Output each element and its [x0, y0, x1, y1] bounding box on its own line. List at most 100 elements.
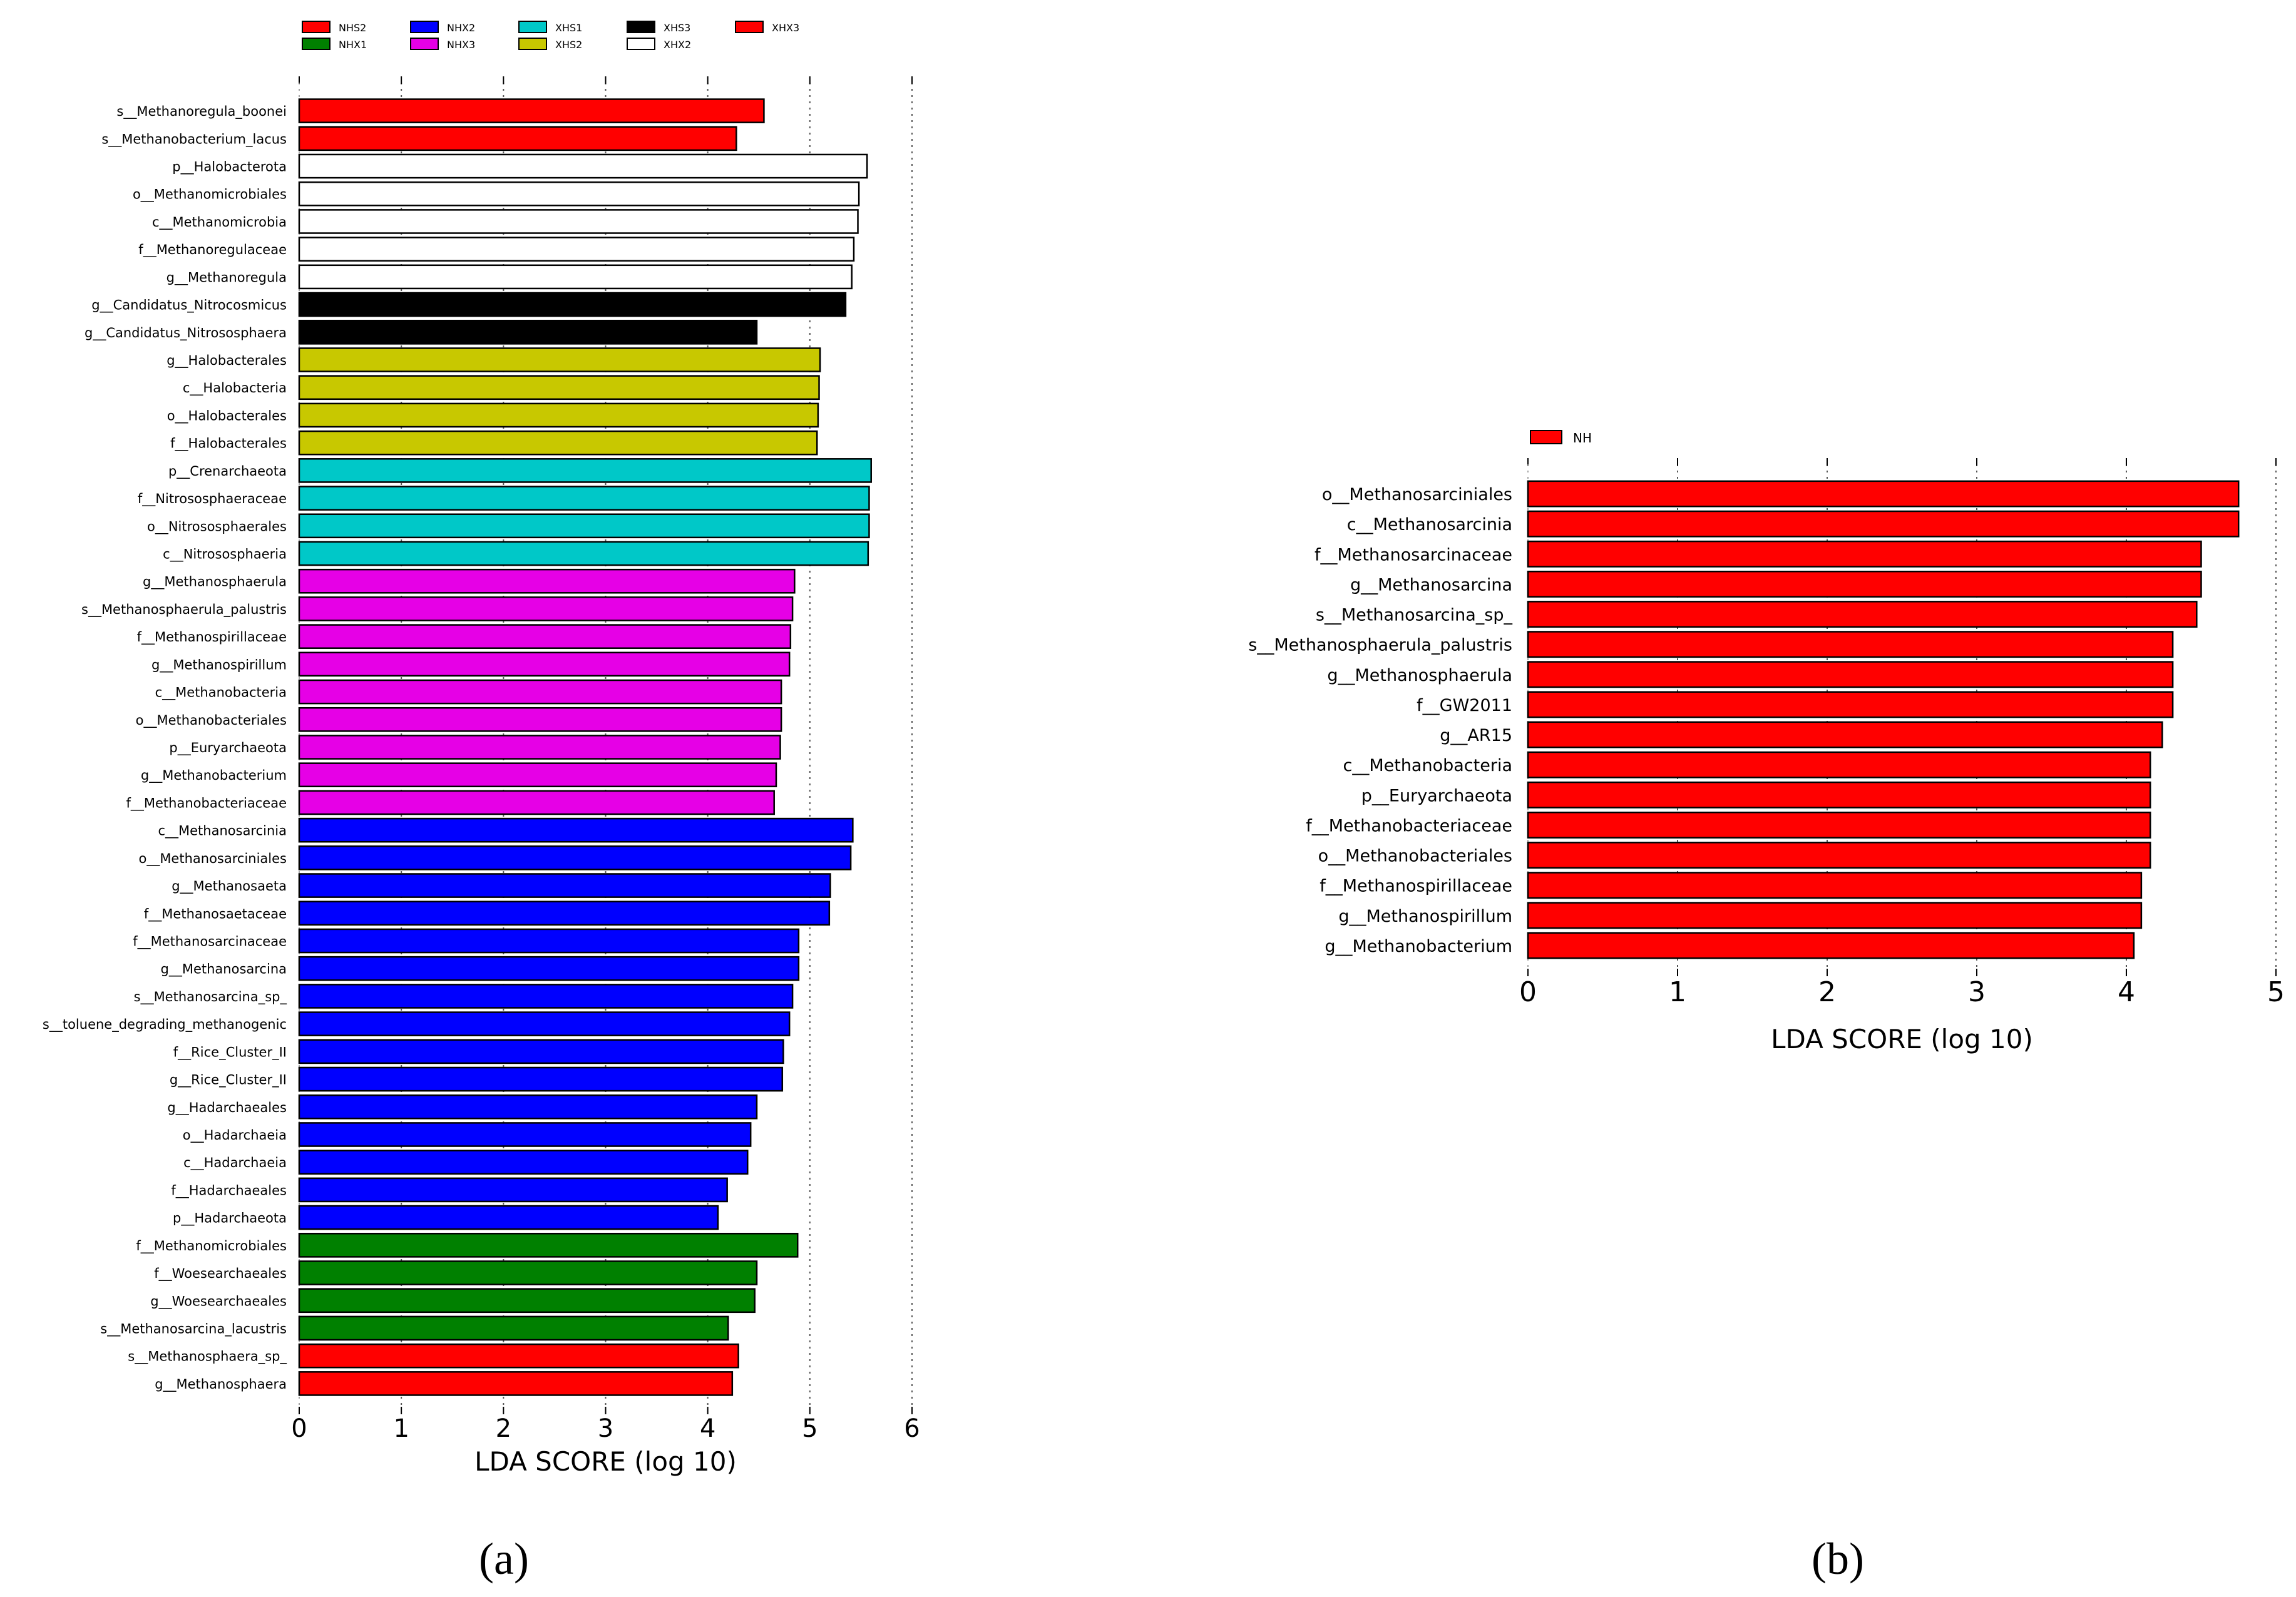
bar-label-a-f-halobacterales: f__Halobacterales	[170, 436, 287, 452]
bar-label-a-o-methanobacteriales: o__Methanobacteriales	[136, 713, 287, 728]
bar-a-o-methanosarciniales	[298, 845, 852, 870]
legend-label-a-xhs3: XHS3	[664, 22, 690, 34]
bar-label-a-s-methanosarcina-sp: s__Methanosarcina_sp_	[134, 989, 287, 1005]
bar-label-a-g-methanobacterium: g__Methanobacterium	[141, 768, 287, 783]
x-tick-label-b-5: 5	[2267, 976, 2285, 1008]
bar-label-a-o-halobacterales: o__Halobacterales	[167, 408, 287, 424]
bar-label-a-s-methanosarcina-lacustris: s__Methanosarcina_lacustris	[100, 1321, 287, 1337]
bar-a-g-methanospirillum	[298, 651, 791, 677]
bar-b-f-methanobacteriaceae	[1527, 811, 2151, 839]
bar-label-a-g-methanosarcina: g__Methanosarcina	[161, 962, 287, 977]
bar-a-g-methanosphaera	[298, 1371, 734, 1396]
x-tick-label-a-5: 5	[802, 1414, 817, 1443]
bar-a-f-methanoregulaceae	[298, 237, 855, 262]
bar-b-g-methanospirillum	[1527, 902, 2143, 929]
bar-label-b-g-ar15: g__AR15	[1440, 726, 1512, 745]
bar-b-g-methanosphaerula	[1527, 661, 2174, 688]
bar-label-a-o-nitrososphaerales: o__Nitrososphaerales	[147, 519, 287, 534]
bar-b-c-methanosarcinia	[1527, 510, 2240, 538]
bar-a-c-hadarchaeia	[298, 1150, 749, 1175]
bar-label-a-f-methanomicrobiales: f__Methanomicrobiales	[136, 1238, 287, 1254]
bar-b-g-methanosarcina	[1527, 570, 2202, 598]
bar-label-a-f-methanoregulaceae: f__Methanoregulaceae	[138, 242, 287, 258]
legend-label-a-nhx2: NHX2	[447, 22, 475, 34]
bar-label-a-c-nitrososphaeria: c__Nitrososphaeria	[163, 547, 287, 563]
bar-label-a-g-methanosphaera: g__Methanosphaera	[155, 1377, 287, 1392]
bar-a-o-nitrososphaerales	[298, 513, 870, 539]
bar-label-a-f-methanosaetaceae: f__Methanosaetaceae	[144, 906, 287, 922]
bar-a-f-woesearchaeales	[298, 1260, 758, 1285]
bar-label-a-g-hadarchaeales: g__Hadarchaeales	[167, 1100, 287, 1116]
bar-label-a-g-methanoregula: g__Methanoregula	[167, 270, 287, 285]
bar-a-g-woesearchaeales	[298, 1288, 756, 1314]
bar-a-c-nitrososphaeria	[298, 541, 869, 566]
bar-a-g-methanosphaerula	[298, 568, 796, 594]
bar-a-g-methanosarcina	[298, 956, 800, 981]
bar-a-s-methanobacterium-lacus	[298, 126, 737, 151]
bar-label-b-s-methanosphaerula-palustris: s__Methanosphaerula_palustris	[1248, 636, 1512, 655]
bar-label-a-c-halobacteria: c__Halobacteria	[183, 380, 287, 396]
bar-a-c-methanomicrobia	[298, 209, 859, 234]
x-tick-label-a-1: 1	[393, 1414, 409, 1443]
bar-label-a-g-candidatus-nitrososphaera: g__Candidatus_Nitrososphaera	[85, 325, 287, 341]
bar-a-g-candidatus-nitrocosmicus	[298, 292, 847, 317]
bar-label-a-p-euryarchaeota: p__Euryarchaeota	[169, 740, 287, 756]
bar-a-f-methanomicrobiales	[298, 1233, 799, 1258]
x-axis-label-a: LDA SCORE (log 10)	[474, 1446, 737, 1477]
bar-label-a-p-hadarchaeota: p__Hadarchaeota	[173, 1211, 287, 1227]
legend-swatch-a-xhs3	[627, 21, 655, 33]
bar-b-s-methanosarcina-sp	[1527, 601, 2198, 628]
bar-b-g-ar15	[1527, 721, 2163, 748]
bar-a-g-halobacterales	[298, 347, 821, 372]
bar-label-a-c-hadarchaeia: c__Hadarchaeia	[183, 1155, 287, 1171]
bar-label-b-p-euryarchaeota: p__Euryarchaeota	[1361, 786, 1512, 805]
legend-label-a-xhs2: XHS2	[555, 39, 582, 51]
x-axis-label-b: LDA SCORE (log 10)	[1771, 1024, 2033, 1054]
bar-label-a-g-methanospirillum: g__Methanospirillum	[151, 657, 287, 673]
bar-a-c-methanosarcinia	[298, 817, 854, 843]
bar-a-f-methanobacteriaceae	[298, 790, 775, 815]
bar-b-o-methanosarciniales	[1527, 480, 2240, 508]
bar-label-a-f-methanobacteriaceae: f__Methanobacteriaceae	[126, 795, 287, 811]
bar-label-b-f-methanobacteriaceae: f__Methanobacteriaceae	[1306, 816, 1512, 835]
legend-swatch-a-nhs2	[302, 21, 331, 33]
panel-label-b: (b)	[1812, 1534, 1864, 1584]
bar-label-b-f-methanospirillaceae: f__Methanospirillaceae	[1320, 877, 1512, 896]
bar-label-a-g-candidatus-nitrocosmicus: g__Candidatus_Nitrocosmicus	[91, 298, 287, 314]
bar-a-c-halobacteria	[298, 375, 820, 401]
x-tick-label-b-4: 4	[2118, 976, 2135, 1008]
bar-b-g-methanobacterium	[1527, 932, 2135, 959]
bar-label-b-o-methanobacteriales: o__Methanobacteriales	[1318, 847, 1512, 866]
bar-a-o-hadarchaeia	[298, 1122, 752, 1147]
legend-swatch-a-xhs1	[518, 21, 547, 33]
bar-a-g-rice-cluster-ii	[298, 1066, 784, 1092]
legend-label-a-xhx2: XHX2	[664, 39, 691, 51]
bar-a-s-methanosarcina-sp	[298, 984, 794, 1009]
bar-label-a-c-methanobacteria: c__Methanobacteria	[155, 685, 287, 701]
bar-label-a-g-methanosphaerula: g__Methanosphaerula	[143, 574, 287, 590]
bar-a-f-methanosaetaceae	[298, 901, 831, 926]
legend-label-b-nh: NH	[1573, 431, 1592, 446]
bar-label-a-s-methanobacterium-lacus: s__Methanobacterium_lacus	[101, 131, 287, 147]
bar-label-a-g-rice-cluster-ii: g__Rice_Cluster_II	[170, 1073, 287, 1088]
x-tick-label-a-4: 4	[700, 1414, 715, 1443]
bar-a-f-methanospirillaceae	[298, 624, 792, 649]
bar-label-b-c-methanosarcinia: c__Methanosarcinia	[1347, 515, 1512, 534]
bar-label-a-g-halobacterales: g__Halobacterales	[167, 353, 287, 369]
bar-a-s-methanosphaerula-palustris	[298, 596, 794, 621]
bar-a-g-candidatus-nitrososphaera	[298, 319, 758, 345]
bar-label-a-f-hadarchaeales: f__Hadarchaeales	[171, 1183, 287, 1198]
bar-b-s-methanosphaerula-palustris	[1527, 631, 2174, 658]
bar-a-g-methanoregula	[298, 264, 853, 290]
legend-label-a-xhx3: XHX3	[772, 22, 799, 34]
bar-b-f-gw2011	[1527, 691, 2174, 718]
bar-b-f-methanosarcinaceae	[1527, 540, 2202, 568]
legend-label-a-nhx3: NHX3	[447, 39, 475, 51]
x-tick-label-b-1: 1	[1669, 976, 1686, 1008]
legend-swatch-a-nhx1	[302, 38, 331, 50]
bar-label-b-c-methanobacteria: c__Methanobacteria	[1343, 756, 1512, 775]
legend-label-a-nhx1: NHX1	[339, 39, 367, 51]
bar-a-f-rice-cluster-ii	[298, 1039, 784, 1064]
bar-label-b-f-gw2011: f__GW2011	[1417, 696, 1512, 715]
